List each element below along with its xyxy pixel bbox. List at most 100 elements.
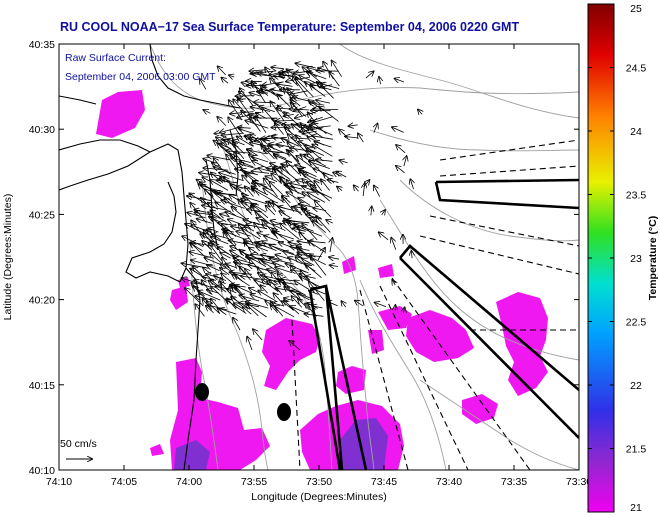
- bathymetry-contour: [149, 44, 579, 109]
- current-vector: [243, 307, 252, 315]
- current-vector: [292, 124, 302, 133]
- current-vector: [247, 337, 253, 351]
- current-vector: [310, 125, 333, 136]
- current-vector: [404, 156, 407, 167]
- current-vector: [289, 109, 310, 110]
- sst-patch-tiny: [150, 444, 164, 456]
- y-tick-label: 40:10: [29, 465, 55, 477]
- current-vector: [276, 121, 294, 122]
- current-vector: [256, 113, 267, 119]
- current-vector: [371, 207, 372, 216]
- current-vector: [253, 181, 274, 192]
- current-vector: [218, 66, 226, 76]
- x-axis-ticks: 74:10 74:05 74:00 73:55 73:50 73:45 73:40 73:35…: [46, 44, 592, 488]
- current-vector: [314, 181, 323, 192]
- current-vector: [345, 137, 358, 138]
- current-vector: [316, 100, 331, 103]
- colorbar-tick-label: 21.5: [626, 444, 647, 456]
- current-vector: [260, 285, 268, 294]
- current-vector: [220, 253, 231, 259]
- current-vector: [187, 196, 212, 202]
- current-vector: [296, 156, 316, 170]
- current-vector: [332, 61, 342, 77]
- current-vector: [219, 173, 244, 182]
- current-vector: [211, 237, 229, 245]
- current-vector: [292, 207, 303, 216]
- current-vector: [275, 267, 293, 274]
- colorbar: 21 21.5 22 22.5 23 23.5 24 24.5 25 Temperature (…: [587, 3, 659, 514]
- current-vector: [215, 133, 220, 134]
- current-vector: [297, 294, 310, 301]
- sst-patch-east-4: [368, 330, 384, 354]
- current-vector: [197, 219, 212, 224]
- current-vector: [374, 124, 378, 133]
- current-vector: [264, 178, 278, 198]
- current-annotation-line1: Raw Surface Current:: [65, 52, 166, 64]
- current-vector: [250, 117, 261, 132]
- current-vector: [252, 81, 266, 104]
- colorbar-label: Temperature (°C): [647, 216, 659, 301]
- shipping-lane-east: [434, 178, 579, 210]
- current-vector: [316, 160, 333, 162]
- sst-cool-patch-south: [338, 418, 388, 470]
- vector-scale-label: 50 cm/s: [60, 438, 97, 450]
- dashed-boundary: [429, 215, 579, 247]
- current-vector: [280, 224, 300, 240]
- current-vector: [354, 185, 359, 192]
- current-vector: [310, 255, 327, 276]
- coastline-segment: [59, 139, 151, 153]
- current-vector: [365, 71, 374, 79]
- colorbar-tick-label: 24: [630, 126, 642, 138]
- current-vector: [392, 280, 395, 285]
- current-vector: [238, 199, 253, 216]
- dashed-channel-boundaries: [291, 139, 579, 470]
- current-vector: [328, 180, 339, 183]
- current-vector: [214, 167, 236, 175]
- current-vector: [318, 83, 334, 99]
- current-vector: [316, 71, 339, 72]
- x-tick-label: 73:35: [501, 476, 527, 488]
- current-vector: [248, 304, 267, 318]
- current-vector: [329, 257, 340, 259]
- colorbar-tick-label: 24.5: [626, 63, 647, 75]
- bathymetry-contour: [339, 44, 579, 119]
- y-tick-label: 40:15: [29, 380, 55, 392]
- current-vector: [211, 280, 227, 293]
- current-vector: [226, 155, 238, 170]
- current-vector: [382, 210, 385, 215]
- current-vector: [274, 306, 295, 318]
- current-vector: [210, 180, 229, 191]
- current-vector: [379, 232, 389, 241]
- current-vector: [306, 276, 316, 278]
- current-vector: [395, 79, 405, 83]
- current-vector: [239, 129, 255, 135]
- figure-title: RU COOL NOAA−17 Sea Surface Temperature:…: [60, 20, 519, 34]
- current-vector: [375, 303, 387, 308]
- current-vector: [256, 247, 269, 252]
- current-vector: [202, 205, 228, 211]
- current-vector: [308, 192, 326, 203]
- map-plot-area: Raw Surface Current: September 04, 2006 …: [59, 44, 579, 470]
- current-vector: [279, 211, 291, 218]
- current-vector: [221, 200, 245, 209]
- bathymetry-contour: [419, 379, 579, 470]
- coastline-segment: [125, 181, 181, 283]
- current-vector: [234, 285, 255, 295]
- colorbar-tick-label: 23.5: [626, 190, 647, 202]
- current-vector: [244, 197, 267, 204]
- coastline-segment: [149, 44, 241, 109]
- sst-patch-small-1: [170, 286, 188, 310]
- current-vector: [221, 78, 229, 84]
- current-vector: [310, 85, 326, 97]
- current-vector: [306, 126, 324, 138]
- x-tick-label: 73:30: [566, 476, 592, 488]
- sst-patch-north: [96, 90, 145, 138]
- x-axis-label: Longitude (Degrees:Minutes): [251, 491, 386, 503]
- current-vector: [340, 160, 348, 163]
- current-vector: [326, 220, 333, 223]
- current-vector: [396, 145, 406, 154]
- y-axis-label: Latitude (Degrees:Minutes): [2, 194, 14, 321]
- y-tick-label: 40:35: [29, 39, 55, 51]
- current-vector: [204, 110, 211, 114]
- current-vector: [258, 73, 268, 75]
